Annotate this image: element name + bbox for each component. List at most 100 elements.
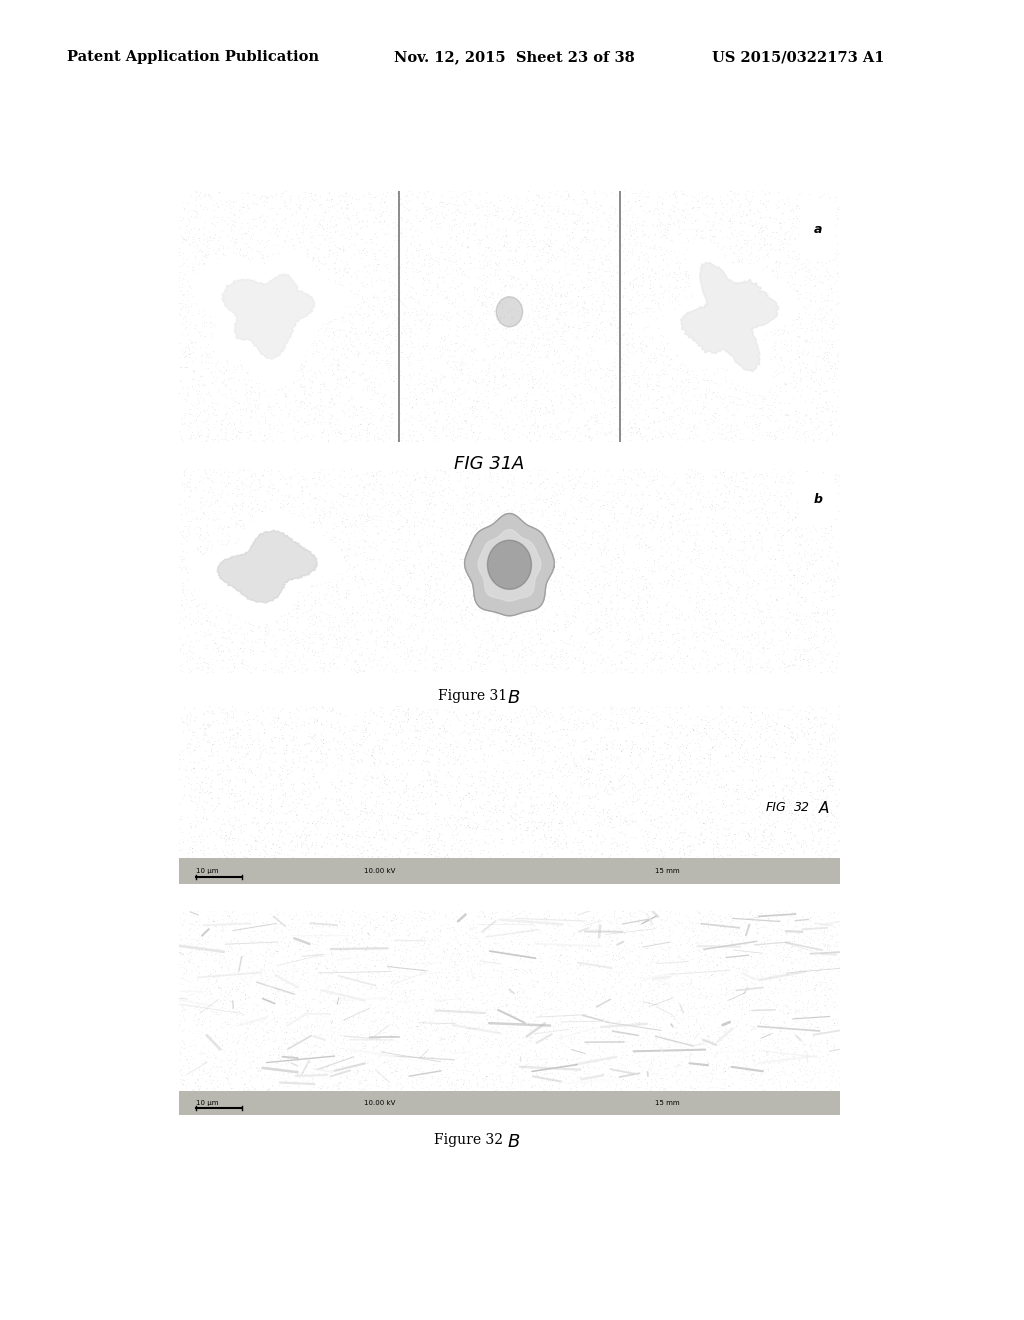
Point <box>624 653 640 675</box>
Point <box>211 367 227 388</box>
Point <box>660 977 677 998</box>
Point <box>637 774 653 795</box>
Point <box>523 322 540 343</box>
Point <box>575 659 592 680</box>
Point <box>798 275 814 296</box>
Point <box>471 467 487 488</box>
Point <box>575 775 592 796</box>
Point <box>639 374 655 395</box>
Point <box>591 286 607 308</box>
Point <box>366 828 382 849</box>
Point <box>336 902 352 923</box>
Point <box>566 203 583 224</box>
Point <box>237 945 253 966</box>
Point <box>759 351 775 372</box>
Point <box>654 1071 671 1092</box>
Point <box>217 477 233 498</box>
Point <box>444 1008 461 1030</box>
Point <box>373 708 389 729</box>
Point <box>364 978 380 999</box>
Point <box>330 824 346 845</box>
Point <box>803 933 819 954</box>
Text: Figure 32: Figure 32 <box>433 1133 507 1147</box>
Point <box>738 993 755 1014</box>
Point <box>435 715 452 737</box>
Point <box>575 1010 592 1031</box>
Point <box>428 816 444 837</box>
Point <box>583 797 599 818</box>
Point <box>415 953 431 974</box>
Point <box>542 297 558 318</box>
Point <box>629 281 645 302</box>
Point <box>201 524 217 545</box>
Point <box>783 800 800 821</box>
Point <box>679 989 695 1010</box>
Point <box>644 461 660 482</box>
Point <box>270 246 287 267</box>
Point <box>361 1015 378 1036</box>
Point <box>753 758 769 779</box>
Point <box>612 735 629 756</box>
Point <box>421 1078 437 1100</box>
Point <box>355 983 372 1005</box>
Point <box>302 223 318 244</box>
Point <box>428 368 444 389</box>
Point <box>332 1038 348 1059</box>
Point <box>276 714 293 735</box>
Point <box>354 1024 371 1045</box>
Point <box>257 719 273 741</box>
Point <box>804 1039 820 1060</box>
Point <box>511 568 527 589</box>
Point <box>399 465 416 486</box>
Point <box>546 495 562 516</box>
Point <box>215 236 231 257</box>
Point <box>419 1064 435 1085</box>
Point <box>569 293 586 314</box>
Point <box>587 474 603 495</box>
Point <box>404 785 421 807</box>
Point <box>729 921 745 942</box>
Point <box>427 368 443 389</box>
Point <box>172 985 188 1006</box>
Point <box>658 228 675 249</box>
Point <box>276 974 293 995</box>
Point <box>293 535 309 556</box>
Point <box>627 603 643 624</box>
Point <box>784 1019 801 1040</box>
Point <box>639 477 655 498</box>
Point <box>310 953 327 974</box>
Point <box>737 531 754 552</box>
Point <box>282 404 298 425</box>
Point <box>352 508 369 529</box>
Point <box>670 623 686 644</box>
Point <box>643 849 659 870</box>
Point <box>399 334 416 355</box>
Point <box>226 215 243 236</box>
Point <box>801 235 817 256</box>
Point <box>399 540 416 561</box>
Point <box>654 750 671 771</box>
Point <box>819 462 836 483</box>
Point <box>197 352 213 374</box>
Point <box>499 331 515 352</box>
Point <box>221 771 238 792</box>
Point <box>788 991 805 1012</box>
Point <box>384 236 400 257</box>
Point <box>586 1022 602 1043</box>
Point <box>360 1028 377 1049</box>
Point <box>478 993 495 1014</box>
Point <box>288 944 304 965</box>
Point <box>398 257 415 279</box>
Point <box>534 554 550 576</box>
Point <box>792 923 808 944</box>
Point <box>828 808 845 829</box>
Point <box>413 644 429 665</box>
Point <box>173 560 189 581</box>
Point <box>236 479 252 500</box>
Point <box>391 795 408 816</box>
Point <box>534 290 550 312</box>
Point <box>427 209 443 230</box>
Point <box>801 573 817 594</box>
Point <box>517 1015 534 1036</box>
Point <box>292 751 308 772</box>
